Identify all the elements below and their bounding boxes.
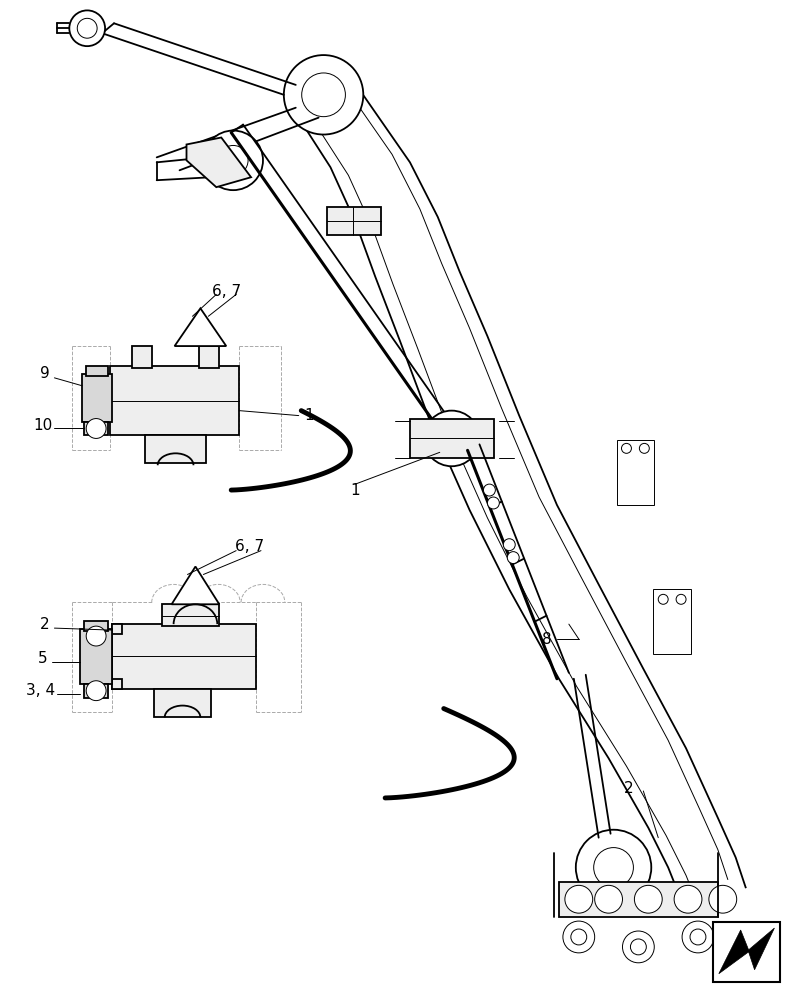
Circle shape [634, 885, 663, 913]
Text: 9: 9 [40, 366, 49, 381]
Text: 6, 7: 6, 7 [234, 539, 263, 554]
Bar [162, 604, 219, 626]
Circle shape [507, 552, 520, 564]
Bar [559, 882, 718, 917]
Text: 1: 1 [304, 408, 314, 423]
Circle shape [570, 929, 587, 945]
Bar [112, 624, 122, 634]
Circle shape [301, 73, 345, 117]
Circle shape [576, 830, 651, 905]
Circle shape [483, 484, 495, 496]
Text: 3, 4: 3, 4 [26, 683, 55, 698]
Circle shape [284, 55, 364, 135]
Polygon shape [171, 567, 219, 604]
Circle shape [86, 681, 106, 701]
Circle shape [503, 539, 516, 551]
Bar [154, 689, 212, 717]
Text: 8: 8 [542, 632, 552, 647]
Bar [86, 366, 108, 376]
Circle shape [487, 497, 499, 509]
Circle shape [709, 885, 737, 913]
Circle shape [218, 145, 248, 175]
Bar [84, 621, 108, 631]
Bar [326, 207, 381, 235]
Circle shape [438, 425, 465, 452]
Circle shape [69, 10, 105, 46]
Bar [112, 679, 122, 689]
Circle shape [86, 419, 106, 438]
Bar [110, 366, 239, 435]
Bar [200, 346, 219, 368]
Bar [112, 624, 256, 689]
Circle shape [690, 929, 706, 945]
Circle shape [674, 885, 702, 913]
Bar [82, 374, 112, 422]
Bar [132, 346, 152, 368]
Circle shape [594, 848, 633, 887]
Circle shape [595, 885, 622, 913]
Circle shape [682, 921, 713, 953]
Text: 10: 10 [33, 418, 53, 433]
Text: 5: 5 [38, 651, 48, 666]
Circle shape [630, 939, 646, 955]
Bar [713, 922, 781, 982]
Bar [84, 422, 108, 435]
Circle shape [563, 921, 595, 953]
Polygon shape [187, 138, 251, 187]
Bar [617, 440, 654, 505]
Bar [80, 629, 112, 684]
Text: 2: 2 [624, 781, 633, 796]
Circle shape [204, 131, 263, 190]
Polygon shape [175, 308, 226, 346]
Circle shape [86, 626, 106, 646]
Polygon shape [719, 928, 774, 974]
Circle shape [622, 931, 654, 963]
Bar [410, 419, 494, 458]
Text: 6, 7: 6, 7 [212, 284, 241, 299]
Bar [84, 684, 108, 698]
Bar [145, 435, 206, 463]
Text: 1: 1 [351, 483, 360, 498]
Text: 2: 2 [40, 617, 49, 632]
Bar [654, 589, 691, 654]
Circle shape [78, 18, 97, 38]
Circle shape [565, 885, 593, 913]
Circle shape [424, 411, 479, 466]
